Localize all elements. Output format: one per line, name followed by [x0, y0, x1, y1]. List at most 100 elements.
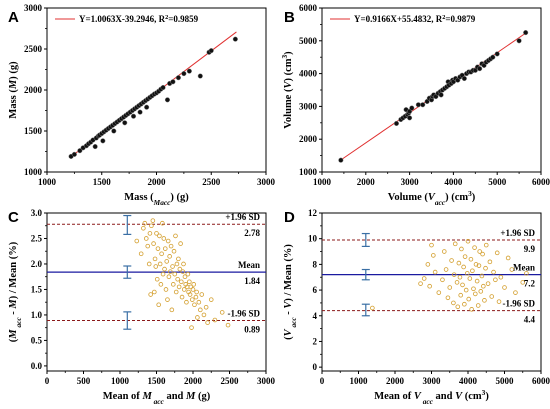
- x-tick-label: 4000: [444, 177, 463, 187]
- x-tick-label: 3000: [257, 376, 276, 386]
- data-point: [143, 236, 149, 241]
- data-point: [162, 266, 167, 272]
- data-point: [432, 269, 438, 275]
- data-point: [181, 287, 187, 292]
- line-label: Mean: [513, 263, 535, 273]
- data-point: [427, 283, 432, 289]
- data-point: [485, 281, 491, 286]
- line-value: 2.78: [244, 228, 260, 238]
- x-tick-label: 2500: [221, 376, 240, 386]
- data-point: [185, 271, 191, 277]
- panel-D: D 0 1000 2000 3000 4000 5000 6000 0 2 4 6 8 10 12 Mean …: [283, 208, 550, 406]
- data-point: [179, 294, 185, 300]
- data-point: [168, 269, 173, 274]
- data-point: [154, 276, 160, 282]
- data-point: [187, 292, 193, 297]
- data-point: [477, 249, 482, 254]
- data-point: [494, 250, 500, 256]
- line-label: +1.96 SD: [500, 228, 535, 238]
- data-point: [370, 305, 375, 311]
- data-point: [454, 280, 460, 285]
- data-point: [190, 287, 196, 292]
- data-point: [169, 307, 175, 313]
- data-point: [469, 307, 474, 312]
- data-point: [478, 289, 484, 294]
- data-point: [487, 259, 493, 265]
- data-point: [462, 254, 468, 259]
- data-point: [150, 218, 156, 223]
- panel-letter-C: C: [8, 209, 19, 226]
- data-point: [160, 271, 166, 277]
- data-point: [447, 285, 453, 290]
- data-point: [472, 245, 477, 250]
- data-point: [465, 238, 471, 244]
- data-point: [144, 104, 150, 110]
- data-point: [152, 256, 158, 262]
- data-point: [149, 223, 154, 229]
- line-value: 0.89: [244, 325, 260, 335]
- data-point: [455, 304, 461, 310]
- data-point: [483, 265, 488, 271]
- data-point: [179, 279, 184, 285]
- data-point: [468, 256, 474, 262]
- line-value: 7.2: [524, 279, 536, 289]
- line-value: 4.4: [524, 315, 536, 325]
- y-tick-label: 0: [313, 362, 318, 372]
- data-point: [409, 105, 415, 111]
- y-tick-label: 12: [308, 208, 318, 218]
- data-point: [451, 272, 457, 277]
- data-point: [470, 268, 475, 274]
- x-tick-label: 500: [77, 376, 91, 386]
- data-point: [474, 278, 480, 284]
- data-point: [147, 231, 153, 236]
- x-tick-label: 3000: [401, 177, 420, 187]
- data-point: [192, 302, 197, 308]
- y-tick-label: 2.5: [31, 233, 43, 243]
- data-point: [393, 120, 400, 127]
- data-point: [134, 238, 140, 244]
- x-axis-label: Mean of V acc and V (cm3): [374, 388, 489, 406]
- data-point: [166, 274, 172, 280]
- y-tick-label: 2500: [24, 44, 43, 54]
- data-point: [130, 113, 137, 119]
- line-label: +1.96 SD: [225, 212, 260, 222]
- data-point: [180, 269, 186, 274]
- data-point: [146, 261, 152, 267]
- data-point: [431, 253, 436, 258]
- y-tick-label: 1500: [24, 126, 43, 136]
- y-tick-label: 2.0: [31, 259, 43, 269]
- panel-B: B 1000 2000 3000 4000 5000 6000 1000 2000 3000 400…: [280, 3, 550, 207]
- data-point: [471, 286, 476, 292]
- data-point: [482, 298, 487, 303]
- x-tick-label: 2000: [386, 376, 405, 386]
- y-tick-label: 2000: [24, 85, 43, 95]
- data-point: [122, 120, 128, 126]
- data-point: [436, 290, 442, 295]
- line-label: -1.96 SD: [502, 299, 535, 309]
- data-point: [170, 79, 176, 85]
- x-tick-label: 3000: [423, 376, 442, 386]
- data-point: [212, 317, 218, 323]
- data-point: [181, 261, 186, 267]
- data-point: [197, 73, 203, 79]
- data-point: [452, 241, 458, 247]
- data-point: [415, 102, 421, 108]
- y-tick-label: 6000: [299, 3, 318, 13]
- data-point: [198, 307, 203, 313]
- data-point: [170, 282, 176, 287]
- data-point: [461, 75, 467, 82]
- data-point: [176, 284, 182, 290]
- data-point: [458, 292, 464, 298]
- data-point: [464, 271, 470, 276]
- y-tick-label: 2: [313, 336, 318, 346]
- data-point: [425, 262, 431, 267]
- y-tick-label: 6: [313, 285, 318, 295]
- data-point: [203, 304, 209, 310]
- data-point: [168, 243, 174, 249]
- x-axis-label: Volume (Vacc) (cm3): [388, 189, 476, 207]
- data-point: [498, 274, 504, 280]
- data-point: [173, 233, 178, 239]
- plot-frame: [321, 7, 542, 173]
- data-point: [164, 259, 170, 264]
- data-point: [161, 236, 167, 241]
